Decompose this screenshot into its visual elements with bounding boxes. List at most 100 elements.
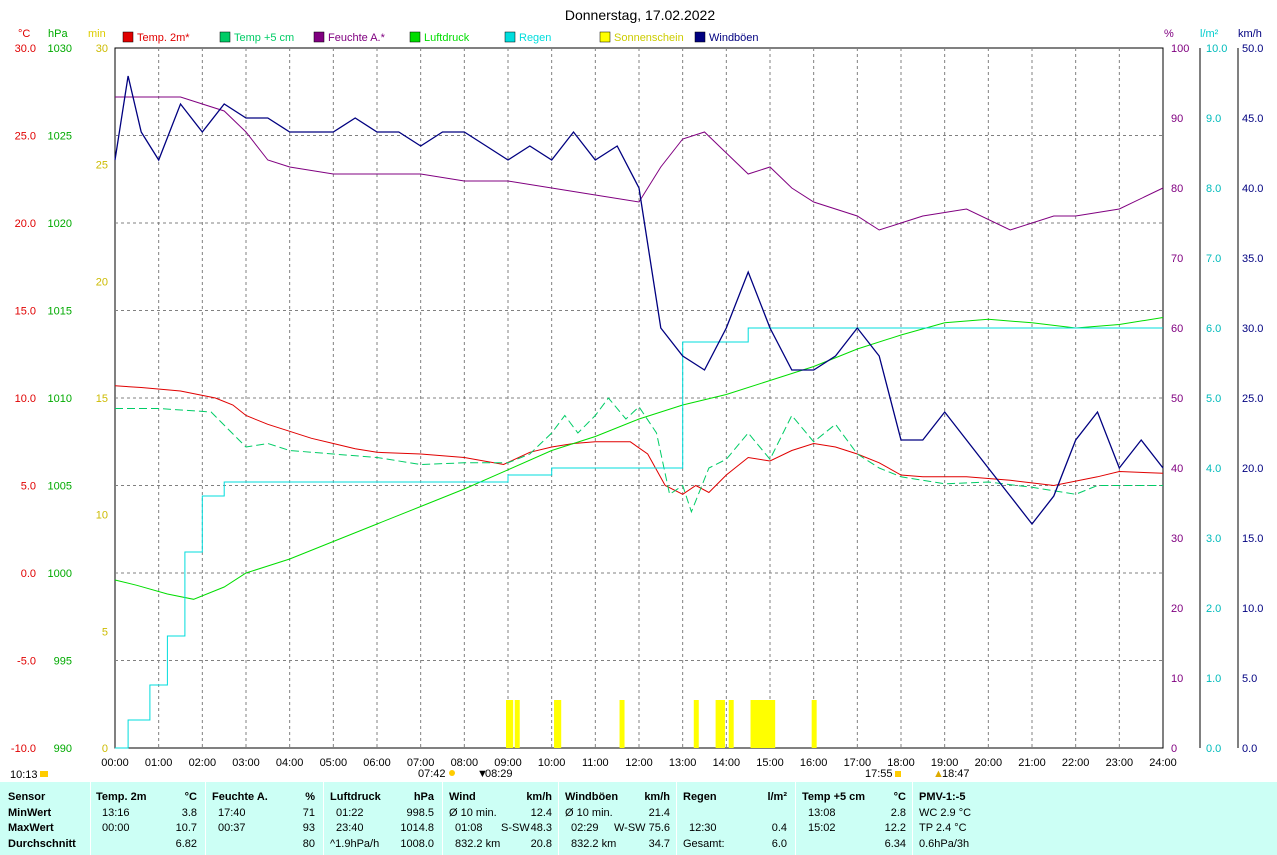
tick-label-min: 20 [96, 276, 108, 288]
time-markers: 10:13 07:42 08:29 ▼ 17:55 18:47 ▲ [10, 768, 970, 781]
sunshine-bar [508, 700, 514, 748]
temp5-min-time: 13:08 [808, 807, 836, 819]
tick-label-temp: 10.0 [15, 393, 36, 405]
hum-max-time: 00:37 [218, 822, 246, 834]
temp2m-head: Temp. 2m [96, 791, 147, 803]
wind-avg-label: Ø 10 min. [449, 807, 497, 819]
press-min-val: 998.5 [406, 807, 434, 819]
statistics-table: Sensor MinWert MaxWert Durchschnitt Temp… [0, 782, 1277, 855]
wind-unit: km/h [526, 791, 552, 803]
tick-label-pct: 20 [1171, 603, 1183, 615]
sunset-label: 17:55 [865, 768, 893, 780]
tick-label-kmh: 35.0 [1242, 253, 1263, 265]
time-left-sun-mark [40, 771, 48, 777]
tick-label-kmh: 25.0 [1242, 393, 1263, 405]
tick-label-temp: -10.0 [11, 743, 36, 755]
tick-label-pct: 40 [1171, 463, 1183, 475]
tick-label-x: 06:00 [363, 757, 391, 769]
tick-label-temp: -5.0 [17, 656, 36, 668]
legend-swatch [504, 31, 516, 43]
rain-total-label: Gesamt: [683, 838, 725, 850]
temp5-max-val: 12.2 [884, 822, 906, 834]
kmh-unit-label: km/h [1238, 28, 1262, 40]
sunshine-bar [693, 700, 699, 748]
tick-label-rain: 3.0 [1206, 533, 1221, 545]
sunshine-bar [715, 700, 721, 748]
tick-label-x: 12:00 [625, 757, 653, 769]
sunshine-bars [506, 700, 817, 748]
temp5-min-val: 2.8 [890, 807, 906, 819]
tick-label-pct: 50 [1171, 393, 1183, 405]
tick-label-x: 15:00 [756, 757, 784, 769]
tick-label-kmh: 5.0 [1242, 673, 1257, 685]
hum-unit: % [305, 791, 315, 803]
stats-avg-label: Durchschnitt [8, 838, 76, 850]
press-max-time: 23:40 [336, 822, 364, 834]
sunrise-icon [449, 770, 455, 776]
gust-distance: 832.2 km [571, 838, 617, 850]
hpa-unit-label: hPa [48, 28, 68, 40]
tick-label-temp: 15.0 [15, 306, 36, 318]
weather-chart: Donnerstag, 17.02.2022 Temp. 2m* Temp +5 … [10, 7, 1264, 781]
tick-label-x: 07:00 [407, 757, 435, 769]
hum-min-val: 71 [302, 807, 315, 819]
legend-label: Temp +5 cm [234, 32, 294, 44]
tick-label-min: 5 [102, 626, 108, 638]
temp2m-max-time: 00:00 [102, 822, 130, 834]
tick-label-rain: 8.0 [1206, 183, 1221, 195]
legend-swatch [219, 31, 231, 43]
tick-label-hpa: 1030 [48, 43, 72, 55]
sunshine-bar [811, 700, 817, 748]
wind-max-val: 48.3 [530, 822, 552, 834]
tick-label-rain: 10.0 [1206, 43, 1227, 55]
sunset-icon [895, 771, 901, 777]
wind-max-dir: S-SW [501, 822, 530, 834]
legend-swatch [409, 31, 421, 43]
wind-avg-val: 12.4 [530, 807, 552, 819]
tick-label-pct: 80 [1171, 183, 1183, 195]
gust-unit: km/h [644, 791, 670, 803]
dusk-mark-label: 18:47 [942, 768, 970, 780]
temp5-max-time: 15:02 [808, 822, 836, 834]
tick-label-x: 13:00 [669, 757, 697, 769]
pmv-trend: 0.6hPa/3h [919, 838, 970, 850]
tick-label-min: 0 [102, 743, 108, 755]
grid [115, 48, 1163, 748]
press-unit: hPa [413, 791, 434, 803]
sunshine-bar [770, 700, 776, 748]
tick-label-hpa: 990 [54, 743, 72, 755]
wind-avg: 20.8 [530, 838, 552, 850]
tick-label-pct: 10 [1171, 673, 1183, 685]
tick-label-rain: 4.0 [1206, 463, 1221, 475]
tick-label-rain: 1.0 [1206, 673, 1221, 685]
tick-label-x: 16:00 [800, 757, 828, 769]
stats-col-wind: Wind km/h Ø 10 min. 12.4 01:08 S-SW 48.3… [443, 782, 559, 855]
tick-label-kmh: 45.0 [1242, 113, 1263, 125]
tick-label-rain: 9.0 [1206, 113, 1221, 125]
temp5-unit: °C [893, 791, 906, 803]
temp2m-avg: 6.82 [175, 838, 197, 850]
tick-label-temp: 25.0 [15, 131, 36, 143]
tick-label-kmh: 40.0 [1242, 183, 1263, 195]
tick-label-kmh: 10.0 [1242, 603, 1263, 615]
tick-label-hpa: 1015 [48, 306, 72, 318]
gust-max-time: 02:29 [571, 822, 599, 834]
gust-avg-label: Ø 10 min. [565, 807, 613, 819]
legend-swatch [122, 31, 134, 43]
min-unit-label: min [88, 28, 106, 40]
series-line-feuchte-a- [115, 96, 1164, 231]
axis-labels: 30.025.020.015.010.05.00.0-5.0-10.010301… [11, 43, 1264, 769]
tick-label-x: 05:00 [320, 757, 348, 769]
tick-label-hpa: 1000 [48, 568, 72, 580]
tick-label-x: 00:00 [101, 757, 129, 769]
tick-label-rain: 0.0 [1206, 743, 1221, 755]
tick-label-temp: 30.0 [15, 43, 36, 55]
tick-label-min: 25 [96, 160, 108, 172]
legend-label: Luftdruck [424, 32, 470, 44]
hum-min-time: 17:40 [218, 807, 246, 819]
tick-label-rain: 2.0 [1206, 603, 1221, 615]
gust-head: Windböen [565, 791, 619, 803]
stats-col-temp2m: Temp. 2m °C 13:16 3.8 00:00 10.7 6.82 [90, 782, 206, 855]
legend-label: Feuchte A.* [328, 32, 386, 44]
series-group [114, 75, 1164, 749]
